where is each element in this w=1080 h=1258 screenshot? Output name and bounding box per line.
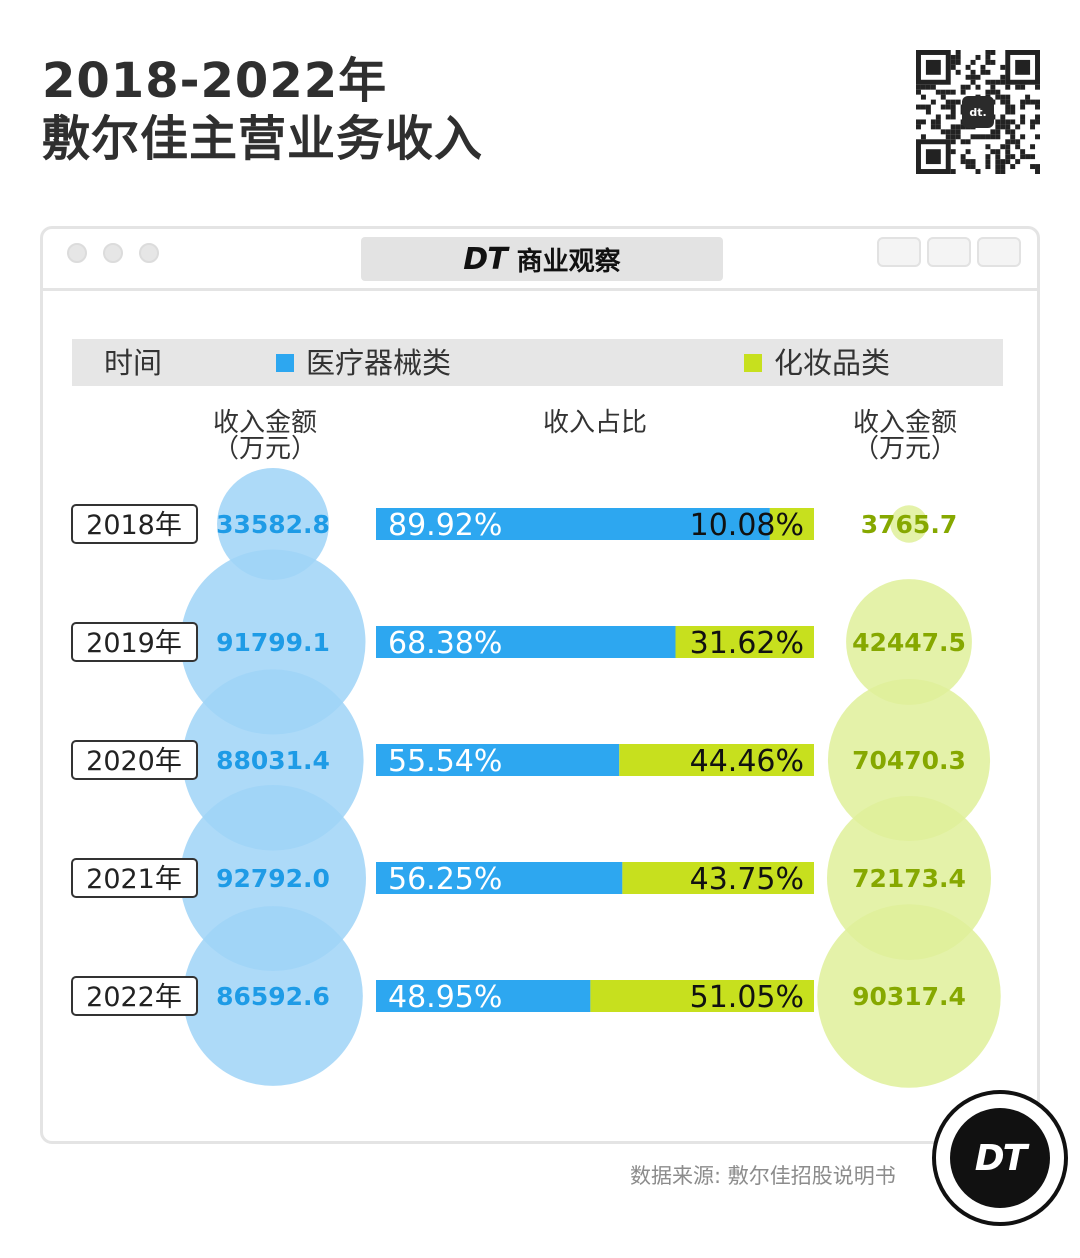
medical-amount-label: 33582.8: [216, 510, 330, 539]
legend-bar: [72, 339, 1003, 386]
right-amount-header: 收入金额 （万元）: [835, 410, 975, 462]
year-label-box: [71, 622, 198, 662]
medical-share-label: 56.25%: [388, 862, 502, 897]
year-label: 2019年: [86, 628, 182, 659]
legend-medical-swatch: [276, 354, 294, 372]
left-amount-header: 收入金额 （万元）: [195, 410, 335, 462]
medical-share-label: 48.95%: [388, 980, 502, 1015]
cosmetic-amount-bubble: [846, 579, 972, 705]
medical-share-label: 68.38%: [388, 626, 502, 661]
cosmetic-amount-label: 70470.3: [852, 746, 966, 775]
year-label-box: [71, 858, 198, 898]
medical-share-bar: [376, 508, 770, 540]
title-line-1: 2018-2022年: [42, 53, 388, 109]
cosmetic-share-bar: [675, 626, 814, 658]
cosmetic-share-label: 31.62%: [690, 626, 804, 661]
share-header: 收入占比: [542, 408, 647, 438]
year-label-box: [71, 976, 198, 1016]
medical-share-bar: [376, 862, 623, 894]
medical-share-bar: [376, 980, 591, 1012]
brand-mark: DT: [463, 241, 507, 277]
cosmetic-amount-label: 3765.7: [861, 510, 957, 539]
record-icon: [877, 237, 921, 267]
qr-code-icon: [916, 50, 1040, 174]
year-label-box: [71, 504, 198, 544]
year-label: 2022年: [86, 982, 182, 1013]
cosmetic-share-bar: [590, 980, 814, 1012]
cosmetic-share-label: 51.05%: [690, 980, 804, 1015]
cosmetic-amount-label: 90317.4: [852, 982, 966, 1011]
dt-logo-text: DT: [950, 1108, 1050, 1208]
medical-share-label: 89.92%: [388, 508, 502, 543]
legend-cosmetic-label: 化妆品类: [774, 346, 891, 380]
medical-amount-label: 88031.4: [216, 746, 330, 775]
medical-amount-bubble: [217, 468, 329, 580]
medical-share-bar: [376, 626, 676, 658]
year-label: 2021年: [86, 864, 182, 895]
cosmetic-amount-label: 72173.4: [852, 864, 966, 893]
left-amount-header-line2: （万元）: [212, 434, 317, 464]
legend-medical-label: 医疗器械类: [306, 346, 452, 380]
legend-cosmetic-swatch: [744, 354, 762, 372]
data-source: 数据来源: 敷尔佳招股说明书: [630, 1164, 896, 1188]
cosmetic-share-bar: [769, 508, 814, 540]
cosmetic-share-label: 44.46%: [690, 744, 804, 779]
medical-amount-label: 92792.0: [216, 864, 330, 893]
qr-logo: dt.: [962, 96, 994, 128]
cosmetic-share-label: 10.08%: [690, 508, 804, 543]
cosmetic-share-bar: [619, 744, 814, 776]
year-label: 2018年: [86, 510, 182, 541]
page-title: 2018-2022年 敷尔佳主营业务收入: [42, 52, 483, 168]
medical-amount-label: 91799.1: [216, 628, 330, 657]
cosmetic-share-bar: [622, 862, 814, 894]
cosmetic-share-label: 43.75%: [690, 862, 804, 897]
window-copy-icon: [977, 237, 1021, 267]
medical-amount-bubble: [183, 906, 363, 1086]
year-label-box: [71, 740, 198, 780]
cosmetic-amount-label: 42447.5: [852, 628, 966, 657]
right-amount-header-line2: （万元）: [852, 434, 957, 464]
brand-name: 商业观察: [516, 246, 621, 277]
maximize-dot-icon: [139, 243, 159, 263]
share-icon: [927, 237, 971, 267]
title-line-2: 敷尔佳主营业务收入: [42, 111, 484, 167]
window-title-bar: DT 商业观察: [43, 229, 1037, 291]
brand-tab: DT 商业观察: [361, 237, 723, 281]
legend-time-label: 时间: [104, 346, 163, 380]
right-amount-header-line1: 收入金额: [852, 408, 957, 438]
close-dot-icon: [67, 243, 87, 263]
medical-share-bar: [376, 744, 620, 776]
cosmetic-amount-bubble: [817, 904, 1001, 1088]
dt-logo: DT: [932, 1090, 1068, 1226]
medical-share-label: 55.54%: [388, 744, 502, 779]
medical-amount-label: 86592.6: [216, 982, 330, 1011]
minimize-dot-icon: [103, 243, 123, 263]
year-label: 2020年: [86, 746, 182, 777]
left-amount-header-line1: 收入金额: [212, 408, 317, 438]
cosmetic-amount-bubble: [890, 505, 928, 543]
cosmetic-amount-bubble: [827, 678, 991, 842]
